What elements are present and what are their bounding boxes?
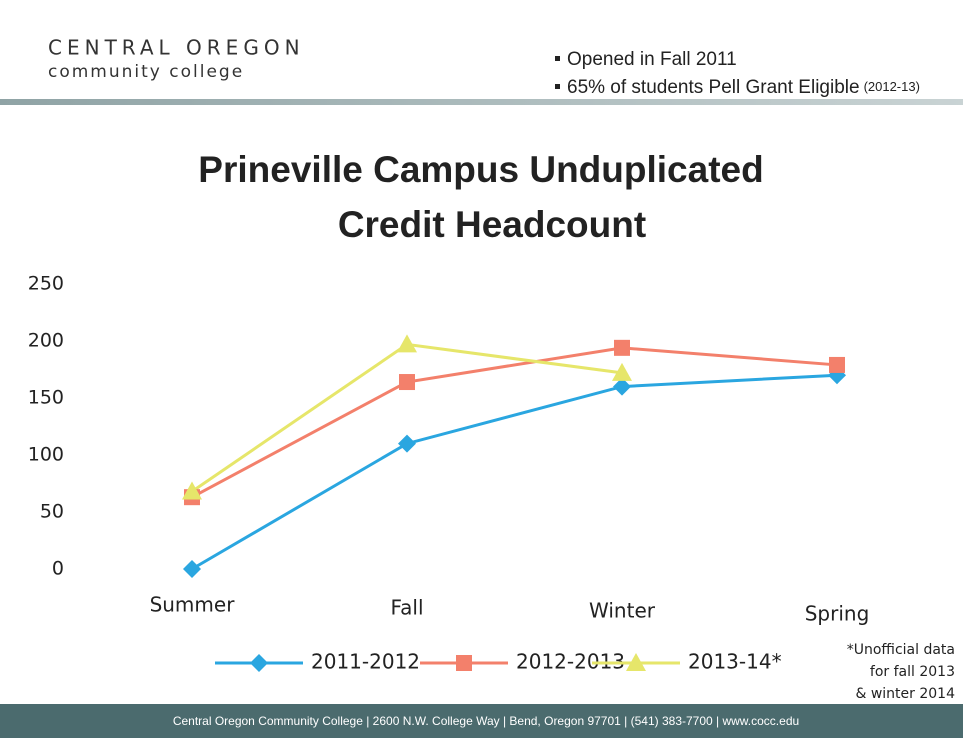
footnote: *Unofficial data <box>847 642 955 658</box>
logo-bottom: community college <box>48 62 244 82</box>
series-line <box>191 342 623 493</box>
chart-title: Credit Headcount <box>338 204 646 245</box>
y-tick-label: 250 <box>28 273 64 295</box>
bullet-text: Opened in Fall 2011 <box>567 49 737 70</box>
footnote: & winter 2014 <box>855 686 955 702</box>
legend-marker <box>250 654 268 672</box>
series-line <box>191 346 838 499</box>
y-tick-label: 50 <box>40 501 64 523</box>
series-line <box>191 373 838 571</box>
legend-marker <box>456 655 472 671</box>
footer-text: Central Oregon Community College | 2600 … <box>173 714 799 728</box>
y-tick-label: 0 <box>52 558 64 580</box>
legend-marker <box>626 653 646 671</box>
data-point <box>397 334 417 353</box>
data-point <box>612 362 632 381</box>
x-tick-label: Fall <box>390 596 423 620</box>
footnote: for fall 2013 <box>870 664 955 680</box>
x-tick-label: Summer <box>150 593 236 617</box>
data-point <box>399 374 415 391</box>
x-tick-label: Spring <box>805 602 870 626</box>
y-tick-label: 150 <box>28 387 64 409</box>
y-tick-label: 100 <box>28 444 64 466</box>
bullet-text: 65% of students Pell Grant Eligible (2012… <box>567 77 920 98</box>
footer-band <box>0 704 963 738</box>
data-point <box>398 434 416 453</box>
x-tick-label: Winter <box>589 599 656 623</box>
header-rule <box>0 99 963 105</box>
data-point <box>614 339 630 356</box>
chart-title: Prineville Campus Unduplicated <box>198 149 763 190</box>
data-point <box>829 356 845 373</box>
data-point <box>182 481 202 500</box>
logo-top: CENTRAL OREGON <box>48 36 305 60</box>
data-point <box>613 377 631 396</box>
bullet-text: 65% of students Pell Grant Eligible <box>567 77 860 98</box>
bullet <box>555 84 560 89</box>
bullet-note: (2012-13) <box>864 79 920 94</box>
data-point <box>183 560 201 578</box>
y-tick-label: 200 <box>28 330 64 352</box>
legend-label: 2013-14* <box>688 650 782 674</box>
bullet <box>555 56 560 61</box>
legend-label: 2011-2012 <box>311 650 420 674</box>
